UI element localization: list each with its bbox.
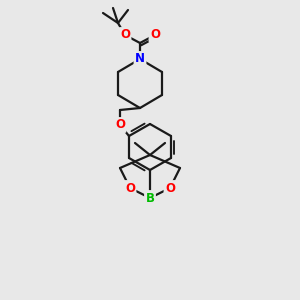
Text: O: O — [115, 118, 125, 131]
Text: N: N — [135, 52, 145, 65]
Text: O: O — [165, 182, 175, 194]
Text: B: B — [146, 191, 154, 205]
Text: O: O — [125, 182, 135, 194]
Text: O: O — [150, 28, 160, 41]
Text: O: O — [120, 28, 130, 41]
